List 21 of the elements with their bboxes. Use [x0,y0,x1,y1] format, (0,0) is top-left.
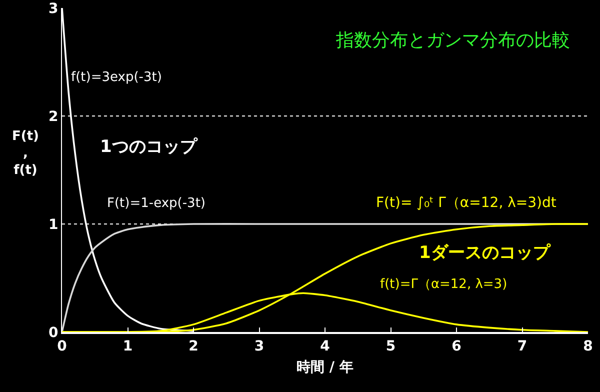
annotation: F(t)=1-exp(-3t) [107,196,206,211]
annotation: 1ダースのコップ [419,243,551,263]
y-tick-label: 0 [48,324,58,341]
x-tick-label: 3 [254,338,264,355]
text: 指数分布とガンマ分布の比較 [335,30,570,51]
x-tick-label: 7 [517,338,528,355]
annotation: f(t)=Γ（α=12, λ=3) [380,277,508,292]
x-tick-label: 2 [188,338,198,355]
x-tick-label: 4 [320,338,330,355]
x-tick-label: 6 [452,338,462,355]
annotation: f(t)=3exp(-3t) [71,70,162,85]
x-axis-title: 時間 / 年 [296,359,354,376]
x-tick-label: 8 [583,338,593,355]
annotation: 1つのコップ [100,137,198,157]
y-tick-label: 2 [48,108,58,125]
x-tick-label: 1 [122,338,133,355]
y-tick-label: 3 [48,0,58,17]
x-tick-label: 5 [386,338,396,355]
y-tick-label: 1 [48,216,58,233]
y-axis-title: F(t) , f(t) [12,129,39,178]
annotation: F(t)= ∫₀ᵗ Γ（α=12, λ=3)dt [376,195,557,211]
